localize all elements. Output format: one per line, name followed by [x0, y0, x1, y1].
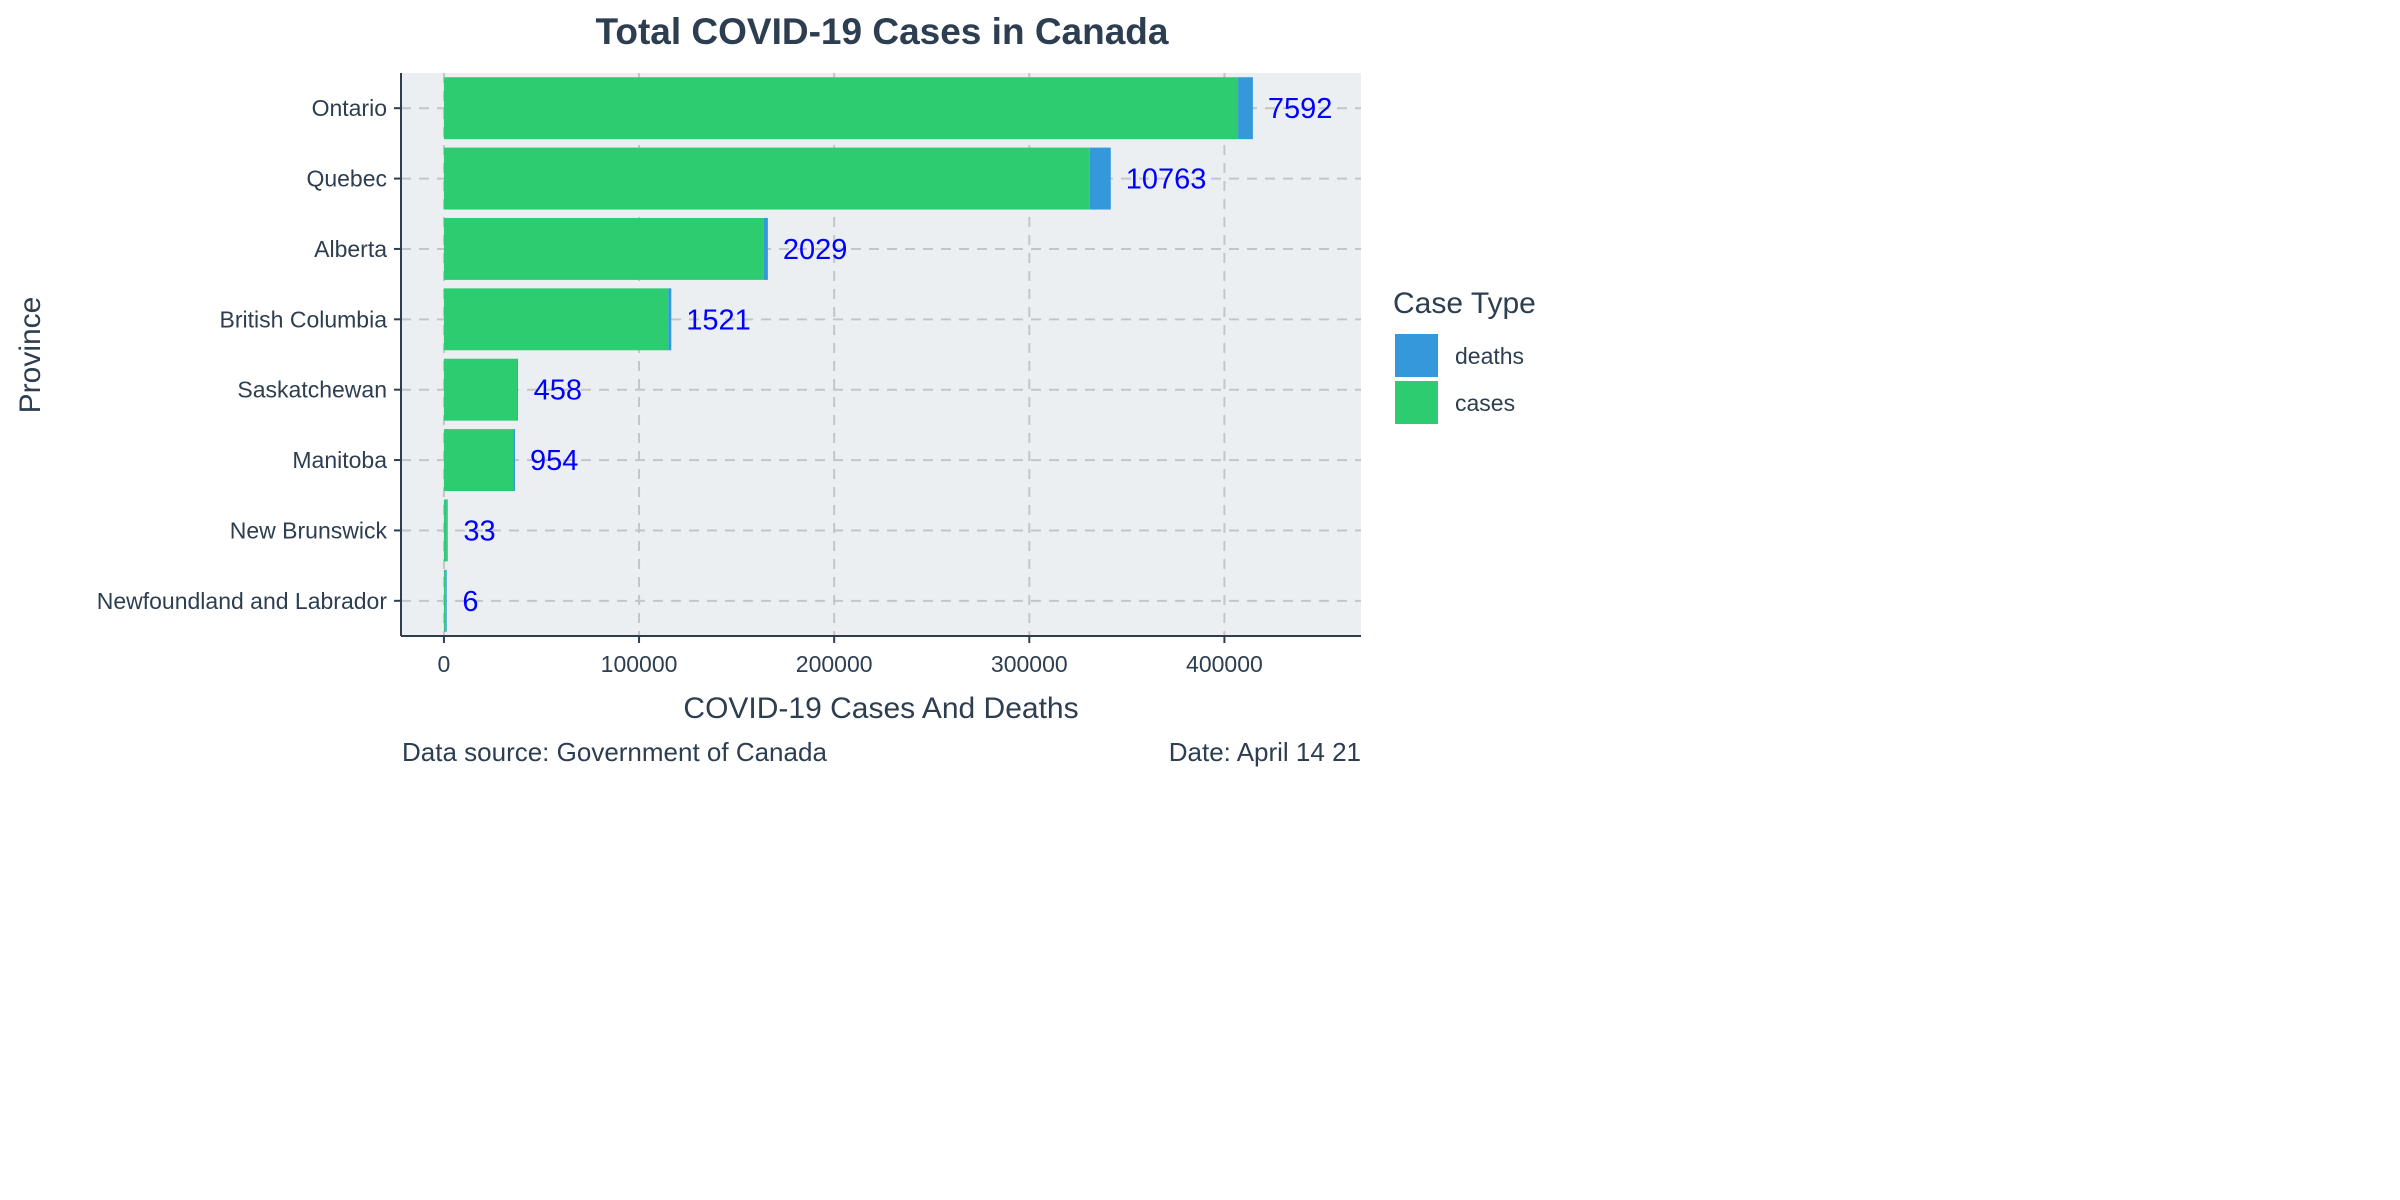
- x-axis: 0 100000 200000 300000 400000: [401, 635, 1361, 677]
- data-label-1: 10763: [1126, 164, 1207, 196]
- legend: Case Type deaths cases: [1393, 287, 1536, 424]
- bar-cases-5: [443, 429, 514, 492]
- y-tick-label-6: New Brunswick: [230, 517, 388, 543]
- x-axis-title: COVID-19 Cases And Deaths: [683, 692, 1078, 725]
- caption-date: Date: April 14 21: [1169, 737, 1361, 767]
- bar-cases-4: [443, 358, 518, 421]
- data-label-0: 7592: [1268, 93, 1333, 125]
- data-label-2: 2029: [783, 234, 848, 266]
- legend-label-cases: cases: [1455, 390, 1515, 416]
- y-tick-label-0: Ontario: [312, 95, 387, 121]
- y-tick-label-2: Alberta: [314, 236, 387, 262]
- bar-deaths-7: [445, 569, 447, 632]
- y-tick-label-7: Newfoundland and Labrador: [97, 588, 388, 614]
- y-tick-label-3: British Columbia: [220, 306, 388, 332]
- bar-cases-7: [443, 569, 446, 632]
- bar-deaths-2: [763, 217, 768, 280]
- x-tick-label-2: 200000: [796, 651, 873, 677]
- bar-deaths-3: [668, 288, 672, 351]
- data-labels: 7592 10763 2029 1521 458 954 33 6: [462, 93, 1332, 618]
- legend-label-deaths: deaths: [1455, 343, 1524, 369]
- x-tick-label-3: 300000: [991, 651, 1068, 677]
- bars: [443, 77, 1253, 632]
- bar-cases-1: [443, 147, 1090, 210]
- legend-key-deaths: [1395, 334, 1438, 377]
- data-label-7: 6: [462, 586, 478, 618]
- bar-deaths-0: [1238, 77, 1253, 140]
- y-tick-label-1: Quebec: [306, 166, 387, 192]
- bar-deaths-4: [517, 358, 518, 421]
- bar-cases-3: [443, 288, 669, 351]
- data-label-3: 1521: [686, 304, 751, 336]
- y-tick-label-5: Manitoba: [292, 447, 387, 473]
- y-axis: Ontario Quebec Alberta British Columbia Sask…: [97, 73, 402, 636]
- data-label-4: 458: [534, 375, 582, 407]
- bar-cases-6: [443, 499, 447, 562]
- bar-deaths-1: [1089, 147, 1111, 210]
- bar-cases-2: [443, 217, 764, 280]
- bar-deaths-6: [446, 499, 448, 562]
- data-label-6: 33: [463, 515, 495, 547]
- x-tick-label-1: 100000: [601, 651, 678, 677]
- x-tick-label-0: 0: [438, 651, 451, 677]
- legend-title: Case Type: [1393, 287, 1536, 320]
- y-axis-title: Province: [14, 297, 47, 414]
- bar-cases-0: [443, 77, 1239, 140]
- bar-deaths-5: [513, 429, 516, 492]
- y-tick-label-4: Saskatchewan: [237, 377, 387, 403]
- chart-title: Total COVID-19 Cases in Canada: [596, 11, 1169, 52]
- x-tick-label-4: 400000: [1186, 651, 1263, 677]
- caption-source: Data source: Government of Canada: [402, 737, 827, 767]
- legend-key-cases: [1395, 381, 1438, 424]
- data-label-5: 954: [530, 445, 578, 477]
- chart: Total COVID-19 Cases in Canada 7592 10763…: [14, 11, 1536, 767]
